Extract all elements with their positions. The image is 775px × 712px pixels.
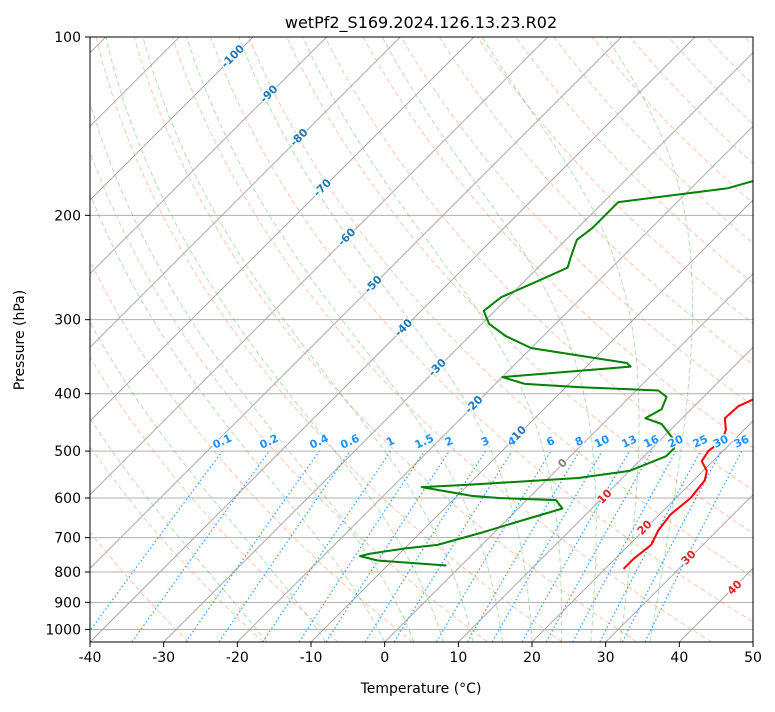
y-tick-label: 600 — [54, 491, 81, 507]
mixing-ratio-line — [82, 451, 223, 642]
isotherm — [0, 37, 327, 642]
isotherm-label: -60 — [335, 225, 358, 248]
y-tick-label: 300 — [54, 313, 81, 329]
moist-adiabat — [303, 37, 562, 642]
mixing-ratio-label: 16 — [642, 432, 662, 450]
dry-adiabat-label: 20 — [635, 517, 655, 537]
y-tick-label: 800 — [54, 565, 81, 581]
isotherm — [753, 37, 775, 642]
y-tick-label: 400 — [54, 387, 81, 403]
mixing-ratio-label: 0.4 — [307, 432, 330, 452]
isotherm — [237, 37, 775, 642]
mixing-ratio-label: 2 — [443, 434, 455, 449]
mixing-ratio-label: 6 — [544, 434, 557, 449]
isotherm — [679, 37, 775, 642]
x-tick-label: 0 — [380, 650, 389, 666]
mixing-ratio-label: 13 — [620, 433, 639, 451]
dry-adiabat — [516, 37, 775, 642]
y-tick-label: 900 — [54, 595, 81, 611]
dry-adiabat — [592, 37, 775, 642]
isotherm — [458, 37, 775, 642]
isotherm — [16, 37, 621, 642]
dry-adiabat — [0, 37, 189, 642]
moist-adiabat — [482, 37, 639, 642]
dry-adiabat — [363, 37, 775, 642]
dry-adiabat — [0, 37, 338, 642]
mixing-ratio-label: 30 — [711, 432, 731, 450]
dry-adiabat — [745, 37, 775, 642]
mixing-ratio-label: 8 — [573, 434, 585, 449]
y-tick-label: 700 — [54, 531, 81, 547]
dry-adiabat — [20, 37, 413, 642]
x-tick-label: 20 — [523, 650, 541, 666]
y-axis-label: Pressure (hPa) — [12, 290, 28, 390]
x-tick-label: -20 — [226, 650, 249, 666]
isotherm-label: -50 — [362, 273, 385, 296]
y-tick-label: 200 — [54, 208, 81, 224]
isotherm — [0, 37, 253, 642]
x-tick-label: 10 — [449, 650, 467, 666]
x-tick-label: -10 — [300, 650, 323, 666]
dry-adiabat — [58, 37, 488, 642]
x-tick-label: 50 — [744, 650, 762, 666]
isotherm — [164, 37, 769, 642]
mixing-ratio-line — [299, 451, 424, 642]
dry-adiabat — [668, 37, 775, 642]
dry-adiabat — [0, 37, 264, 642]
mixing-ratio-line — [263, 451, 391, 642]
dry-adiabat — [554, 37, 775, 642]
isotherm — [0, 37, 400, 642]
plot-area — [0, 37, 775, 642]
x-tick-label: -30 — [152, 650, 175, 666]
plot-frame — [90, 37, 753, 642]
x-tick-label: -40 — [79, 650, 102, 666]
isotherm — [0, 37, 474, 642]
chart-title: wetPf2_S169.2024.126.13.23.R02 — [285, 13, 557, 33]
mixing-ratio-label: 36 — [732, 432, 752, 450]
temperature-profile — [624, 37, 775, 569]
mixing-ratio-label: 10 — [592, 432, 612, 450]
isotherm-label: -20 — [462, 393, 485, 416]
isotherm — [385, 37, 775, 642]
y-tick-label: 100 — [54, 30, 81, 46]
moist-adiabat — [607, 37, 693, 642]
dry-adiabat-label: 30 — [679, 547, 699, 567]
mixing-ratio-line — [219, 451, 350, 642]
mixing-ratio-label: 0.2 — [257, 432, 280, 452]
moist-adiabat — [74, 37, 414, 642]
mixing-ratio-label: 1.5 — [413, 432, 436, 452]
dry-adiabat — [707, 37, 775, 642]
y-tick-label: 1000 — [45, 622, 81, 638]
moist-adiabat — [187, 37, 503, 642]
mixing-ratio-label: 0.6 — [338, 432, 361, 452]
moist-adiabat — [46, 37, 385, 642]
dry-adiabat-label: 10 — [595, 486, 615, 506]
x-axis-label: Temperature (°C) — [360, 681, 482, 697]
moist-adiabat — [382, 37, 596, 642]
x-tick-label: 30 — [597, 650, 615, 666]
freezing-isotherm-label: 0 — [555, 456, 570, 471]
dewpoint-profile — [360, 37, 775, 566]
x-tick-label: 40 — [670, 650, 688, 666]
dry-adiabat-label: 40 — [725, 577, 745, 597]
mixing-ratio-label: 0.1 — [211, 432, 234, 452]
isotherm — [532, 37, 775, 642]
mixing-ratio-label: 1 — [384, 434, 396, 449]
y-tick-label: 500 — [54, 444, 81, 460]
